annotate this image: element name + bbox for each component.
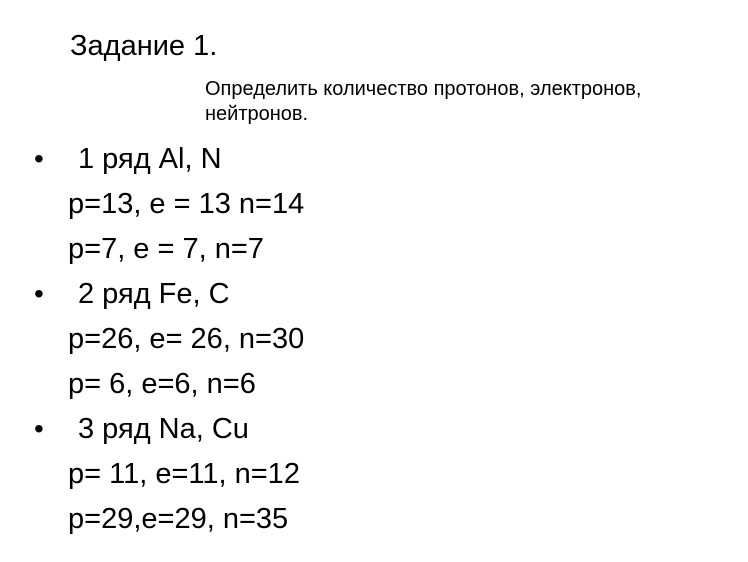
list-item: р= 6, e=6, n=6 [30,362,748,407]
list-item: 1 ряд Al, N [30,137,748,182]
list-item: р= 11, e=11, n=12 [30,452,748,497]
list-item: р=7, e = 7, n=7 [30,227,748,272]
subtitle-line-1: Определить количество протонов, электрон… [205,78,641,100]
list-item: р=26, e= 26, n=30 [30,317,748,362]
list-item: р=13, e = 13 n=14 [30,182,748,227]
list-item: 2 ряд Fe, C [30,272,748,317]
list-item: р=29,e=29, n=35 [30,497,748,542]
subtitle-line-2: нейтронов. [205,103,308,125]
task-subtitle: Определить количество протонов, электрон… [205,77,748,127]
task-title: Задание 1. [70,30,748,63]
list-item: 3 ряд Na, Cu [30,407,748,452]
content-list: 1 ряд Al, N р=13, e = 13 n=14 р=7, e = 7… [30,137,748,541]
